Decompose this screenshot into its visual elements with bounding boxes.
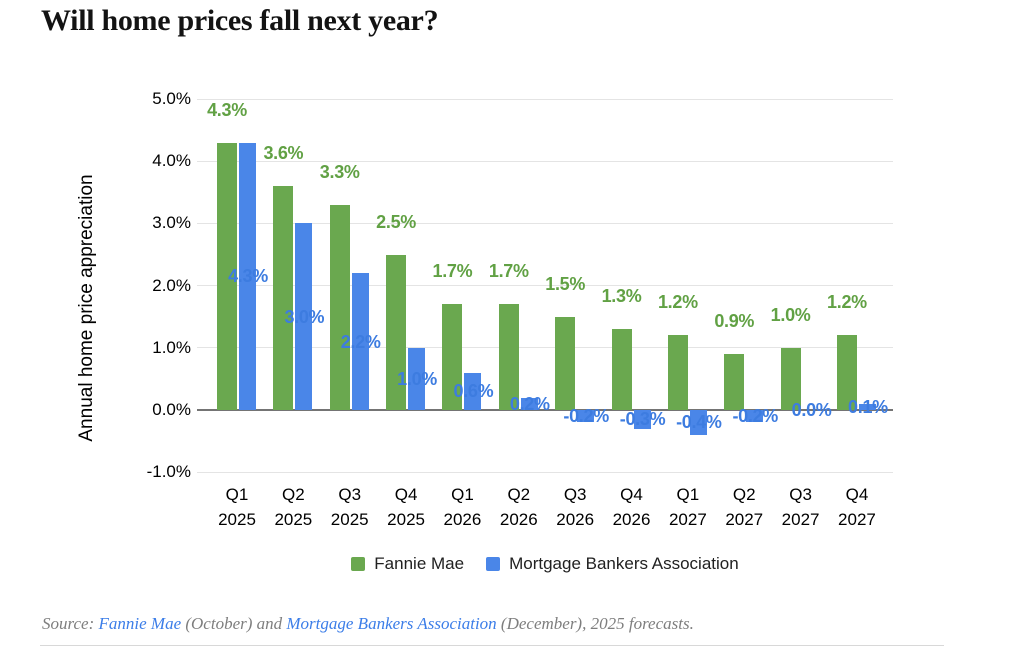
- value-label-fannie-mae: 0.9%: [714, 311, 755, 332]
- bar-mba-q1-2027: [689, 410, 707, 435]
- bar-fannie-mae-q4-2026: [611, 329, 632, 410]
- source-link-fannie-mae[interactable]: Fannie Mae: [98, 614, 182, 633]
- value-label-fannie-mae: 1.5%: [545, 273, 586, 294]
- x-tick-label: Q3 2027: [781, 485, 820, 529]
- source-suffix: (December), 2025 forecasts.: [496, 614, 694, 633]
- chart-title: Will home prices fall next year?: [41, 4, 439, 37]
- bar-fannie-mae-q4-2027: [836, 335, 857, 410]
- value-label-fannie-mae: 3.3%: [319, 161, 360, 182]
- value-label-mba: -0.4%: [676, 412, 722, 433]
- legend-label-fannie-mae: Fannie Mae: [374, 554, 465, 573]
- x-tick-label: Q1 2025: [218, 485, 256, 529]
- y-tick-label: 0.0%: [152, 400, 191, 419]
- value-label-mba: -0.3%: [619, 409, 666, 430]
- x-tick-label: Q1 2027: [668, 485, 707, 529]
- y-tick-label: 1.0%: [152, 337, 191, 357]
- bar-fannie-mae-q2-2025: [273, 186, 294, 410]
- bar-fannie-mae-q1-2026: [442, 304, 463, 410]
- x-tick-label: Q3 2026: [556, 485, 595, 529]
- source-mid: (October) and: [181, 614, 287, 633]
- gridline--1: [197, 471, 893, 473]
- source-link-mba[interactable]: Mortgage Bankers Association: [286, 614, 497, 633]
- bar-mba-q3-2026: [577, 410, 595, 423]
- legend-label-mba: Mortgage Bankers Association: [509, 554, 739, 573]
- bar-fannie-mae-q4-2025: [386, 254, 407, 410]
- bar-fannie-mae-q1-2025: [217, 142, 237, 410]
- bar-fannie-mae-q3-2025: [329, 204, 350, 410]
- gridline-2: [197, 285, 893, 287]
- value-label-mba: 4.3%: [228, 266, 268, 287]
- value-label-fannie-mae: 1.7%: [488, 261, 529, 282]
- legend-swatch-blue-icon: [486, 557, 501, 571]
- y-tick-label: 4.0%: [152, 151, 191, 171]
- x-tick-label: Q3 2025: [330, 485, 369, 529]
- legend-swatch-green-icon: [351, 557, 366, 571]
- bar-mba-q2-2027: [746, 410, 764, 423]
- gridline-1: [197, 347, 893, 349]
- gridline-4: [197, 160, 893, 162]
- value-label-fannie-mae: 1.2%: [827, 292, 867, 313]
- bar-fannie-mae-q3-2027: [780, 347, 801, 410]
- bar-mba-q2-2025: [295, 223, 313, 410]
- value-label-mba: 0.6%: [453, 381, 494, 402]
- bar-mba-q1-2026: [464, 372, 482, 410]
- gridline-5: [197, 98, 893, 100]
- bar-fannie-mae-q2-2027: [724, 354, 745, 410]
- value-label-mba: 0.2%: [509, 393, 550, 414]
- y-tick-label: 3.0%: [152, 213, 191, 233]
- bar-mba-q4-2026: [633, 410, 651, 429]
- x-tick-label: Q2 2025: [274, 485, 313, 529]
- value-label-fannie-mae: 1.0%: [770, 304, 811, 325]
- bar-fannie-mae-q1-2027: [667, 335, 688, 410]
- legend-item-mba: Mortgage Bankers Association: [486, 554, 739, 574]
- source-line: Source: Fannie Mae (October) and Mortgag…: [42, 613, 694, 635]
- value-label-fannie-mae: 2.5%: [376, 211, 416, 232]
- value-label-fannie-mae: 4.3%: [207, 99, 247, 120]
- x-tick-label: Q4 2027: [838, 485, 876, 529]
- value-label-mba: -0.2%: [732, 406, 778, 427]
- value-label-mba: 3.0%: [284, 306, 325, 327]
- x-tick-label: Q1 2026: [443, 485, 482, 529]
- bar-mba-q1-2025: [239, 142, 256, 410]
- bar-mba-q3-2025: [351, 273, 369, 410]
- value-label-mba: 0.1%: [848, 396, 888, 417]
- y-axis-title: Annual home price appreciation: [76, 174, 97, 442]
- y-tick-label: -1.0%: [146, 462, 191, 482]
- source-prefix: Source:: [42, 614, 99, 633]
- value-label-fannie-mae: 1.7%: [432, 261, 473, 282]
- value-label-fannie-mae: 1.2%: [657, 292, 698, 313]
- gridline-3: [197, 222, 893, 224]
- gridline-0: [197, 409, 893, 411]
- x-tick-label: Q2 2027: [725, 485, 764, 529]
- bottom-divider: [40, 645, 944, 646]
- legend-item-fannie-mae: Fannie Mae: [351, 554, 464, 574]
- value-label-mba: 2.2%: [340, 331, 381, 352]
- value-label-fannie-mae: 3.6%: [263, 143, 304, 164]
- bar-fannie-mae-q2-2026: [498, 304, 519, 410]
- value-label-mba: 0.0%: [791, 400, 832, 420]
- bar-mba-q2-2026: [520, 397, 538, 410]
- value-label-mba: 1.0%: [397, 368, 437, 389]
- legend: Fannie Mae Mortgage Bankers Association: [197, 551, 893, 577]
- y-tick-label: 5.0%: [152, 89, 191, 108]
- bar-mba-q4-2027: [858, 403, 876, 410]
- x-tick-label: Q4 2025: [387, 485, 425, 529]
- bar-mba-q4-2025: [408, 347, 426, 410]
- y-tick-label: 2.0%: [152, 275, 191, 295]
- bar-fannie-mae-q3-2026: [555, 316, 576, 410]
- value-label-fannie-mae: 1.3%: [601, 286, 642, 307]
- x-tick-label: Q2 2026: [499, 485, 538, 529]
- x-tick-label: Q4 2026: [612, 485, 651, 529]
- value-label-mba: -0.2%: [563, 406, 609, 427]
